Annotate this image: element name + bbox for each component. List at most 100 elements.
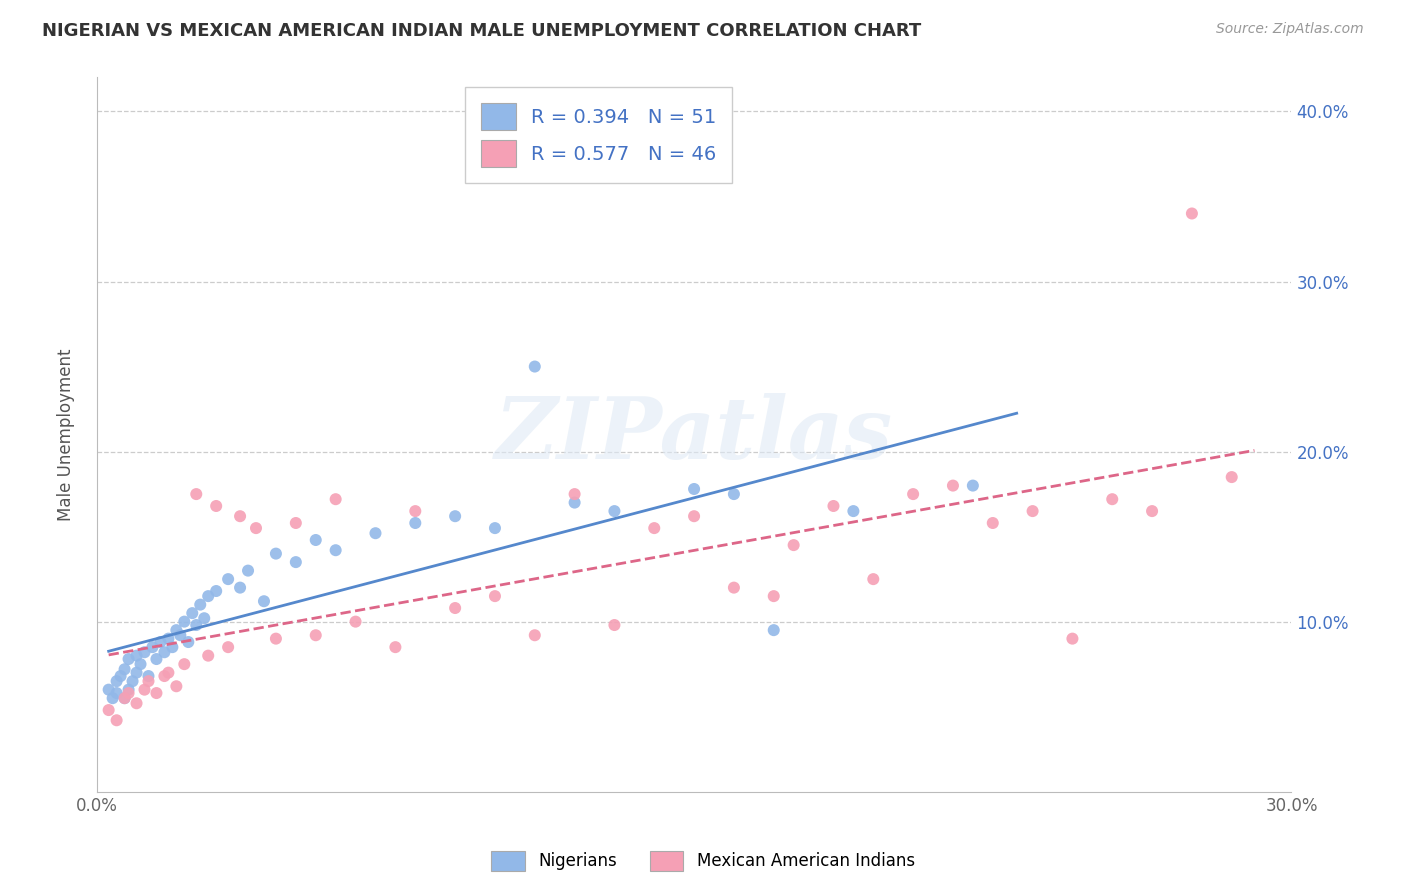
Point <box>121 674 143 689</box>
Y-axis label: Male Unemployment: Male Unemployment <box>58 348 75 521</box>
Point <box>173 657 195 672</box>
Point <box>284 555 307 569</box>
Point <box>564 487 586 501</box>
Point <box>1220 470 1243 484</box>
Point <box>97 703 120 717</box>
Point <box>842 504 865 518</box>
Point <box>129 657 152 672</box>
Point <box>862 572 884 586</box>
Point <box>114 662 136 676</box>
Point <box>484 589 506 603</box>
Point <box>523 359 546 374</box>
Point <box>177 635 200 649</box>
Point <box>157 665 180 680</box>
Point <box>153 669 176 683</box>
Point <box>253 594 276 608</box>
Point <box>205 584 228 599</box>
Point <box>101 691 124 706</box>
Point <box>404 516 426 530</box>
Point <box>981 516 1004 530</box>
Point <box>264 547 287 561</box>
Point <box>364 526 387 541</box>
Point <box>117 686 139 700</box>
Point <box>217 640 239 655</box>
Point <box>117 652 139 666</box>
Legend: R = 0.394   N = 51, R = 0.577   N = 46: R = 0.394 N = 51, R = 0.577 N = 46 <box>465 87 733 183</box>
Point <box>169 628 191 642</box>
Point <box>105 686 128 700</box>
Point <box>165 679 187 693</box>
Point <box>484 521 506 535</box>
Point <box>344 615 367 629</box>
Point <box>1062 632 1084 646</box>
Point <box>105 713 128 727</box>
Point <box>105 674 128 689</box>
Point <box>114 691 136 706</box>
Point <box>125 665 148 680</box>
Point <box>173 615 195 629</box>
Point <box>186 618 208 632</box>
Point <box>205 499 228 513</box>
Point <box>305 533 328 547</box>
Point <box>962 478 984 492</box>
Point <box>134 682 156 697</box>
Point <box>110 669 132 683</box>
Point <box>683 482 706 496</box>
Point <box>153 645 176 659</box>
Point <box>723 581 745 595</box>
Point <box>823 499 845 513</box>
Point <box>782 538 804 552</box>
Point <box>157 632 180 646</box>
Point <box>1181 206 1204 220</box>
Point <box>444 509 467 524</box>
Point <box>197 589 219 603</box>
Point <box>942 478 965 492</box>
Point <box>165 623 187 637</box>
Text: ZIPatlas: ZIPatlas <box>495 392 893 476</box>
Point <box>264 632 287 646</box>
Point <box>245 521 267 535</box>
Point <box>762 623 785 637</box>
Point <box>762 589 785 603</box>
Point <box>723 487 745 501</box>
Point <box>564 495 586 509</box>
Point <box>325 492 347 507</box>
Point <box>149 635 172 649</box>
Point <box>236 564 259 578</box>
Point <box>117 682 139 697</box>
Point <box>114 691 136 706</box>
Point <box>186 487 208 501</box>
Point <box>97 682 120 697</box>
Point <box>603 618 626 632</box>
Point <box>197 648 219 663</box>
Point <box>181 606 204 620</box>
Point <box>141 640 163 655</box>
Point <box>683 509 706 524</box>
Text: NIGERIAN VS MEXICAN AMERICAN INDIAN MALE UNEMPLOYMENT CORRELATION CHART: NIGERIAN VS MEXICAN AMERICAN INDIAN MALE… <box>42 22 921 40</box>
Point <box>284 516 307 530</box>
Point <box>444 601 467 615</box>
Point <box>188 598 211 612</box>
Point <box>603 504 626 518</box>
Text: Source: ZipAtlas.com: Source: ZipAtlas.com <box>1216 22 1364 37</box>
Point <box>217 572 239 586</box>
Point <box>1140 504 1163 518</box>
Point <box>125 696 148 710</box>
Point <box>1021 504 1043 518</box>
Point <box>138 674 160 689</box>
Point <box>404 504 426 518</box>
Point <box>138 669 160 683</box>
Point <box>384 640 406 655</box>
Point <box>1101 492 1123 507</box>
Point <box>125 648 148 663</box>
Point <box>145 652 167 666</box>
Point <box>229 581 252 595</box>
Legend: Nigerians, Mexican American Indians: Nigerians, Mexican American Indians <box>482 842 924 880</box>
Point <box>325 543 347 558</box>
Point <box>523 628 546 642</box>
Point <box>229 509 252 524</box>
Point <box>134 645 156 659</box>
Point <box>193 611 215 625</box>
Point <box>145 686 167 700</box>
Point <box>162 640 184 655</box>
